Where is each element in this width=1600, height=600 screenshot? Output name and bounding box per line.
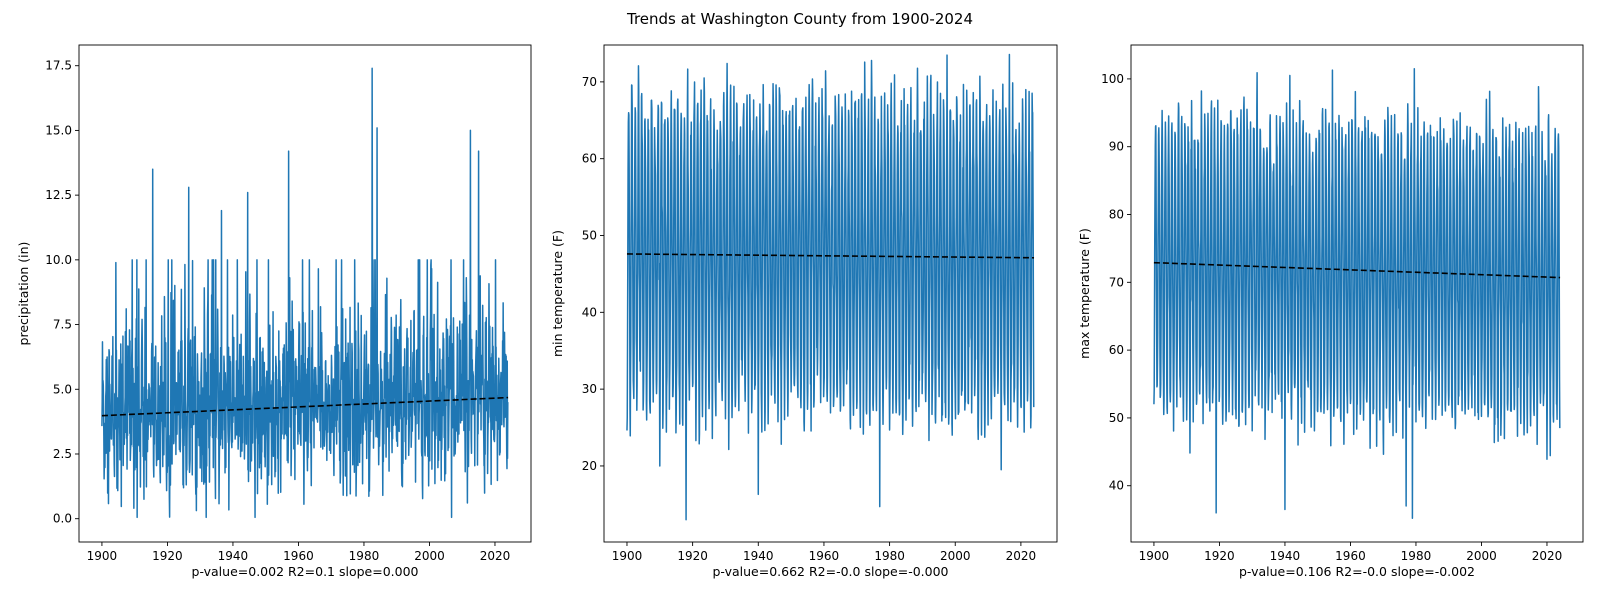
x-tick-label: 2000 [414,549,445,563]
y-tick-label: 70 [582,75,597,89]
y-tick-label: 5.0 [53,382,72,396]
x-tick-label: 1920 [1204,549,1235,563]
y-tick-label: 15.0 [45,123,72,137]
y-tick-label: 50 [1109,411,1124,425]
x-tick-label: 1980 [1401,549,1432,563]
data-series-line [101,67,509,519]
y-tick-label: 60 [1109,343,1124,357]
x-tick-label: 1920 [677,549,708,563]
y-tick-label: 50 [582,229,597,243]
x-tick-label: 1940 [743,549,774,563]
y-tick-label: 7.5 [53,318,72,332]
x-tick-label: 1980 [874,549,905,563]
trend-line [626,253,1035,259]
trend-line [101,396,509,417]
data-series-line [626,53,1035,521]
x-axis-label: p-value=0.002 R2=0.1 slope=0.000 [192,564,419,579]
y-tick-label: 90 [1109,140,1124,154]
panel-1: 1900 1920 1940 1960 1980 2000 2020 0.0 2.5 5.0 7.5… [16,44,532,579]
y-tick-label: 17.5 [45,59,72,73]
x-tick-label: 1940 [218,549,249,563]
x-tick-label: 2020 [1006,549,1037,563]
y-tick-label: 2.5 [53,447,72,461]
panel-2: 1900 1920 1940 1960 1980 2000 2020203040506070… [550,44,1058,579]
y-tick-label: 12.5 [45,188,72,202]
y-tick-label: 80 [1109,208,1124,222]
figure-title: Trends at Washington County from 1900-20… [626,10,973,28]
x-tick-label: 1960 [809,549,840,563]
y-tick-label: 10.0 [45,253,72,267]
data-series-line [1153,67,1561,520]
x-tick-label: 1980 [349,549,380,563]
x-axis-label: p-value=0.662 R2=-0.0 slope=-0.000 [713,564,949,579]
x-tick-label: 2000 [1466,549,1497,563]
x-tick-label: 1900 [87,549,118,563]
x-tick-label: 1960 [283,549,314,563]
panel-3: 1900 1920 1940 1960 1980 2000 2020 40 50 60 70 80 90… [1077,44,1584,579]
x-tick-label: 1960 [1335,549,1366,563]
x-tick-label: 2020 [1532,549,1563,563]
x-tick-label: 1920 [152,549,183,563]
y-tick-label: 70 [1109,275,1124,289]
y-axis-label: max temperature (F) [1077,228,1092,359]
y-tick-label: 40 [582,305,597,319]
x-tick-label: 1900 [1139,549,1170,563]
trend-line [1153,261,1561,279]
x-tick-label: 2020 [480,549,511,563]
axes-frame [603,44,1058,543]
y-tick-label: 40 [1109,479,1124,493]
axes-frame [1130,44,1584,543]
y-tick-label: 20 [582,459,597,473]
y-axis-label: precipitation (in) [16,242,31,346]
y-tick-label: 60 [582,152,597,166]
x-axis-label: p-value=0.106 R2=-0.0 slope=-0.002 [1239,564,1475,579]
x-tick-label: 1900 [612,549,643,563]
x-tick-label: 1940 [1270,549,1301,563]
y-tick-label: 30 [582,382,597,396]
y-tick-label: 100 [1101,72,1124,86]
x-tick-label: 2000 [940,549,971,563]
axes-frame [78,44,532,543]
y-axis-label: min temperature (F) [550,230,565,357]
y-tick-label: 0.0 [53,512,72,526]
